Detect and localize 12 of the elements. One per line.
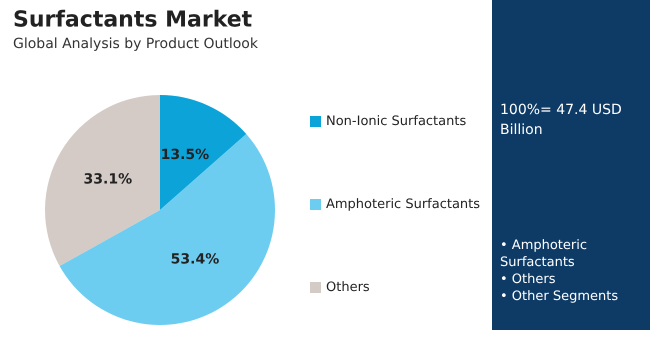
chart-subtitle: Global Analysis by Product Outlook bbox=[13, 36, 259, 52]
text: • Other Segments bbox=[500, 288, 620, 305]
data-label: 53.4% bbox=[170, 251, 220, 268]
text: 100%= 47.4 USD Billion bbox=[500, 101, 623, 140]
chart-title: Surfactants Market bbox=[13, 8, 253, 32]
text: • Others bbox=[500, 271, 556, 288]
legend-label: Amphoteric Surfactants bbox=[326, 197, 480, 212]
text: • Amphoteric Surfactants bbox=[500, 237, 588, 271]
legend-label: Others bbox=[326, 280, 370, 295]
legend-label: Non-Ionic Surfactants bbox=[326, 114, 466, 129]
data-label: 33.1% bbox=[84, 171, 132, 188]
data-label: 13.5% bbox=[160, 146, 210, 163]
